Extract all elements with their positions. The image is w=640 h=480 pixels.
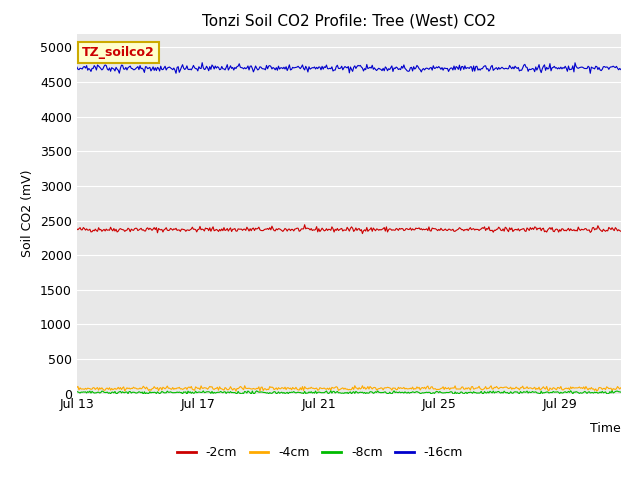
-4cm [521, 385, 529, 391]
-16cm [73, 64, 81, 70]
-2cm [332, 228, 340, 233]
-8cm [183, 392, 191, 397]
-16cm [586, 71, 594, 76]
-4cm [332, 384, 340, 390]
-2cm [336, 227, 344, 232]
-4cm [399, 385, 406, 391]
-8cm [73, 389, 81, 395]
Line: -2cm: -2cm [77, 225, 621, 234]
-2cm [358, 231, 366, 237]
Line: -4cm: -4cm [77, 385, 621, 391]
-4cm [336, 387, 344, 393]
-2cm [369, 225, 377, 231]
Line: -8cm: -8cm [77, 391, 621, 395]
-16cm [369, 62, 376, 68]
-16cm [606, 65, 614, 71]
-2cm [521, 228, 529, 234]
-8cm [336, 390, 344, 396]
-4cm [617, 385, 625, 391]
-8cm [606, 389, 614, 395]
-2cm [399, 226, 406, 232]
-16cm [336, 66, 344, 72]
Title: Tonzi Soil CO2 Profile: Tree (West) CO2: Tonzi Soil CO2 Profile: Tree (West) CO2 [202, 13, 496, 28]
-2cm [606, 226, 614, 231]
-8cm [567, 388, 575, 394]
-16cm [617, 67, 625, 72]
-8cm [398, 389, 406, 395]
Text: TZ_soilco2: TZ_soilco2 [82, 46, 155, 59]
-8cm [369, 389, 376, 395]
Text: Time: Time [590, 422, 621, 435]
-16cm [198, 60, 206, 66]
-4cm [606, 385, 614, 391]
-16cm [398, 63, 406, 69]
-2cm [617, 228, 625, 234]
Legend: -2cm, -4cm, -8cm, -16cm: -2cm, -4cm, -8cm, -16cm [172, 441, 468, 464]
-4cm [232, 388, 240, 394]
Y-axis label: Soil CO2 (mV): Soil CO2 (mV) [21, 170, 35, 257]
-2cm [73, 226, 81, 232]
Line: -16cm: -16cm [77, 63, 621, 73]
-4cm [351, 383, 358, 388]
-16cm [332, 64, 340, 70]
-16cm [520, 62, 527, 68]
-8cm [520, 389, 527, 395]
-8cm [617, 389, 625, 395]
-8cm [332, 389, 340, 395]
-2cm [301, 222, 308, 228]
-4cm [73, 384, 81, 390]
-4cm [369, 385, 377, 391]
